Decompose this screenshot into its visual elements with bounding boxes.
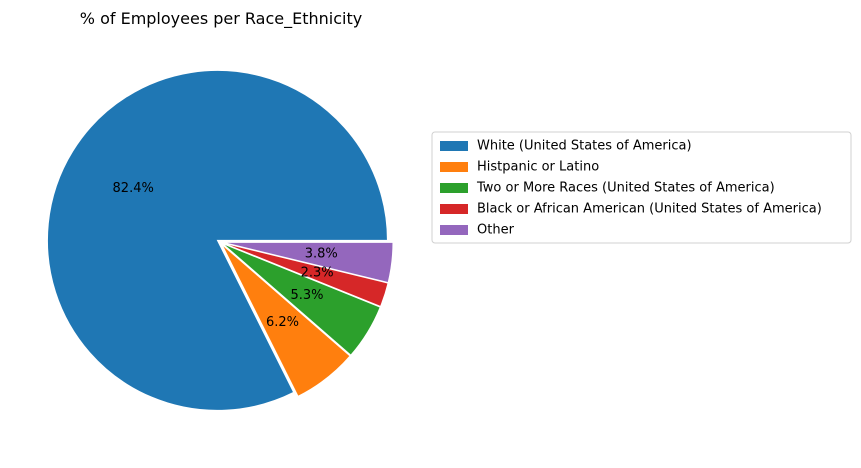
- legend-swatch-white-united-states-of-america: [440, 141, 468, 151]
- pie-slice-two-or-more-races-united-states-of-america: [222, 243, 381, 356]
- pie-percent-label-black-or-african-american-united-states-of-america: 2.3%: [301, 266, 334, 281]
- pie-percent-label-white-united-states-of-america: 82.4%: [113, 181, 154, 196]
- legend-label-other: Other: [477, 223, 515, 238]
- legend-label-histpanic-or-latino: Histpanic or Latino: [477, 160, 599, 175]
- legend-label-black-or-african-american-united-states-of-america: Black or African American (United States…: [477, 202, 822, 217]
- legend-swatch-other: [440, 225, 468, 235]
- chart-title: % of Employees per Race_Ethnicity: [80, 9, 362, 29]
- pie-percent-labels: 82.4% 6.2% 5.3% 2.3% 3.8%: [113, 181, 338, 330]
- pie-percent-label-histpanic-or-latino: 6.2%: [266, 315, 299, 330]
- legend-frame: [431, 131, 852, 244]
- pie-slice-white-united-states-of-america: [46, 69, 388, 411]
- legend-label-two-or-more-races-united-states-of-america: Two or More Races (United States of Amer…: [476, 181, 775, 196]
- pie-slices: [46, 69, 394, 411]
- legend-swatch-black-or-african-american-united-states-of-america: [440, 204, 468, 214]
- legend-label-white-united-states-of-america: White (United States of America): [477, 139, 692, 154]
- pie-percent-label-two-or-more-races-united-states-of-america: 5.3%: [290, 288, 323, 303]
- pie-percent-label-other: 3.8%: [305, 247, 338, 262]
- legend: White (United States of America) Histpani…: [431, 131, 852, 244]
- pie-slice-black-or-african-american-united-states-of-america: [222, 242, 389, 308]
- legend-swatch-histpanic-or-latino: [440, 162, 468, 172]
- pie-slice-histpanic-or-latino: [221, 243, 351, 397]
- legend-swatch-two-or-more-races-united-states-of-america: [440, 183, 468, 193]
- pie-slice-other: [222, 241, 394, 284]
